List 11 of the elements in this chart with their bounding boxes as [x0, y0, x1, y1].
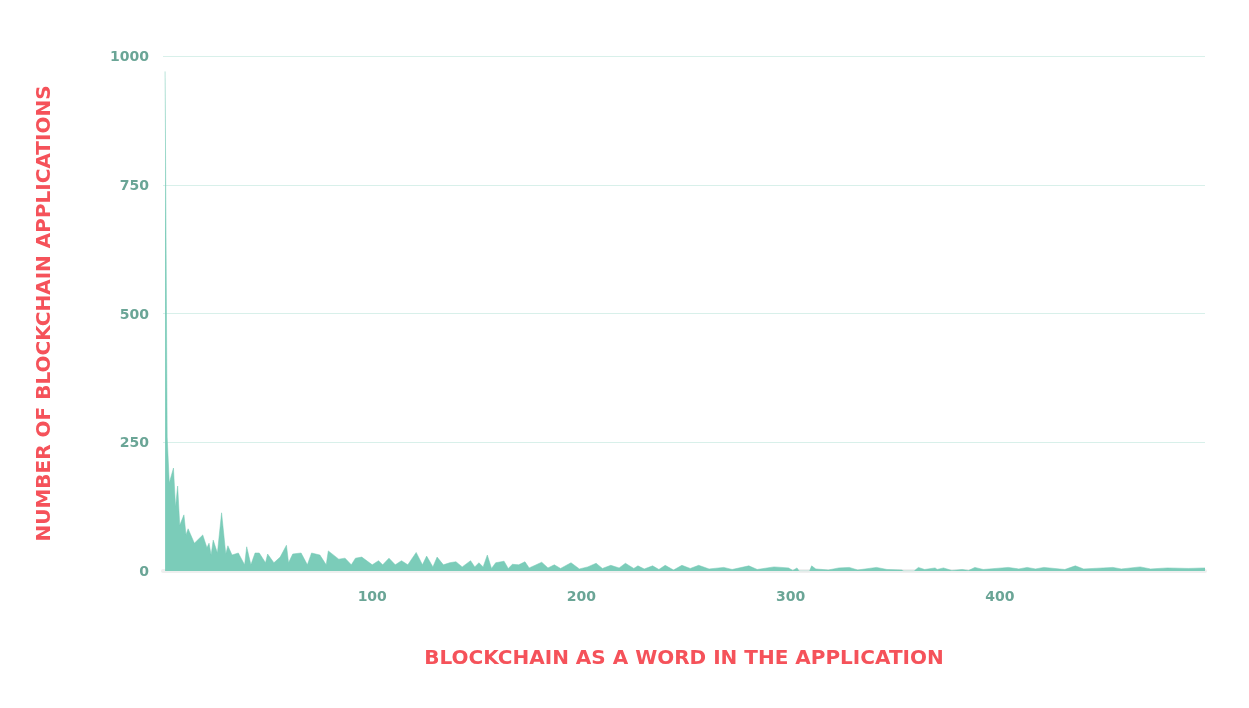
y-tick-label: 500: [119, 305, 150, 322]
x-tick-label: 100: [357, 588, 388, 604]
y-tick-label: 0: [139, 563, 150, 579]
y-axis-title: NUMBER OF BLOCKCHAIN APPLICATIONS: [31, 85, 55, 542]
y-tick-label: 1000: [110, 48, 150, 64]
x-tick-label: 200: [566, 588, 597, 604]
y-tick-label: 250: [119, 434, 150, 451]
x-tick-label: 300: [776, 588, 806, 604]
x-axis-title: BLOCKCHAIN AS A WORD IN THE APPLICATION: [424, 645, 944, 669]
x-tick-label: 400: [985, 588, 1015, 604]
y-tick-label: 750: [119, 176, 150, 193]
